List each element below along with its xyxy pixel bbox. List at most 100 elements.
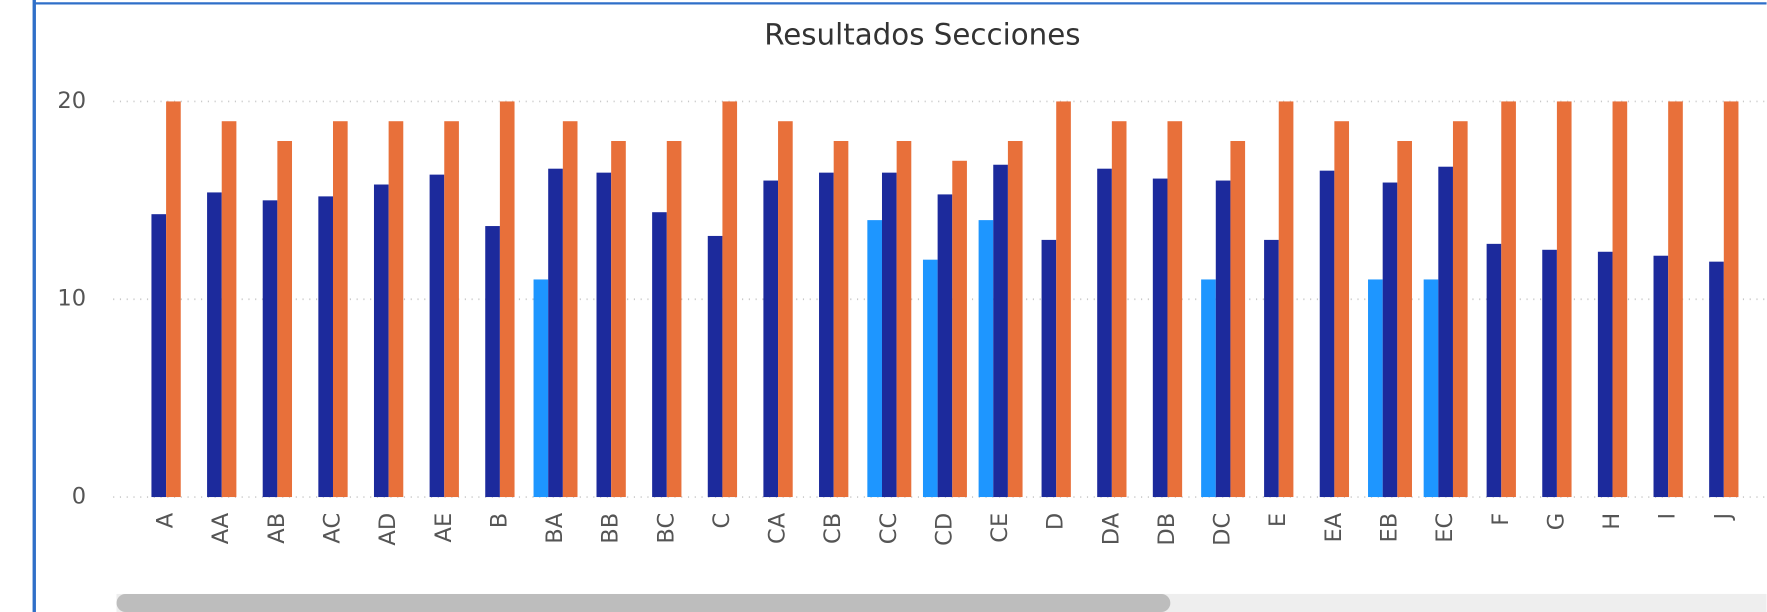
bar	[221, 121, 237, 498]
bar	[485, 226, 500, 498]
bar	[1723, 101, 1739, 498]
bar	[1007, 140, 1023, 498]
bar	[1612, 101, 1628, 498]
bar	[1597, 251, 1613, 498]
bar	[1167, 121, 1183, 498]
y-tick-label: 10	[57, 286, 86, 312]
bar	[1152, 178, 1168, 498]
bar	[952, 160, 967, 498]
x-tick-label: C	[709, 513, 735, 529]
x-tick-label: EC	[1432, 513, 1458, 543]
bar	[562, 121, 578, 498]
x-tick-label: CC	[876, 513, 902, 544]
x-tick-label: AE	[431, 513, 457, 543]
x-tick-label: AA	[208, 512, 234, 544]
bar	[166, 101, 181, 498]
bar	[993, 164, 1008, 498]
x-tick-label: F	[1488, 513, 1514, 526]
scroll-thumb[interactable]	[116, 593, 1171, 612]
bar	[778, 121, 793, 498]
bar	[707, 235, 723, 498]
bar	[318, 196, 333, 498]
bar	[1709, 261, 1724, 498]
bar	[1041, 239, 1057, 498]
bar	[388, 121, 404, 498]
bar	[763, 180, 779, 498]
y-tick-label: 20	[57, 88, 86, 114]
bar	[499, 101, 515, 498]
bar	[262, 200, 278, 498]
bar	[373, 184, 389, 498]
x-tick-label: B	[486, 513, 512, 528]
bar	[833, 140, 849, 498]
bar	[896, 140, 912, 498]
bar	[978, 220, 994, 498]
x-tick-label: DA	[1098, 512, 1124, 545]
bar	[444, 121, 459, 498]
x-tick-label: I	[1655, 513, 1681, 520]
bar	[1334, 121, 1350, 498]
x-tick-label: DC	[1210, 513, 1236, 546]
y-tick-label: 0	[72, 484, 86, 510]
bar	[1201, 279, 1216, 498]
bar	[1382, 182, 1398, 498]
bar	[922, 259, 938, 498]
bar	[1056, 101, 1071, 498]
bar	[596, 172, 612, 498]
bar	[1556, 101, 1572, 498]
bar	[1438, 166, 1453, 498]
x-tick-label: D	[1043, 513, 1069, 530]
x-tick-label: H	[1599, 513, 1625, 530]
bar	[881, 172, 897, 498]
x-tick-label: CB	[820, 513, 846, 544]
x-tick-label: EB	[1377, 513, 1403, 543]
x-tick-label: EA	[1321, 512, 1347, 542]
x-tick-label: CD	[931, 513, 957, 546]
bar	[1230, 140, 1246, 498]
bar	[1397, 140, 1412, 498]
bar	[1653, 255, 1669, 498]
bar	[937, 194, 953, 498]
bar	[277, 140, 293, 498]
x-tick-label: CA	[765, 512, 791, 544]
x-tick-label: BB	[598, 513, 624, 544]
bar	[1319, 170, 1335, 498]
x-tick-label: AC	[319, 513, 345, 544]
bar	[666, 140, 682, 498]
bar	[1423, 279, 1439, 498]
chart-title: Resultados Secciones	[764, 18, 1080, 52]
x-tick-label: A	[153, 512, 179, 528]
bar	[1452, 121, 1468, 498]
bar	[722, 101, 738, 498]
bar	[867, 220, 882, 498]
bar	[429, 174, 445, 498]
bar	[819, 172, 834, 498]
x-tick-label: AD	[375, 513, 401, 546]
bar	[1368, 279, 1383, 498]
bar	[1215, 180, 1231, 498]
x-tick-label: BC	[653, 513, 679, 544]
x-tick-label: G	[1543, 513, 1569, 530]
bar	[1111, 121, 1127, 498]
bar	[533, 279, 549, 498]
bar	[151, 214, 167, 498]
x-tick-label: E	[1265, 513, 1291, 527]
bar	[1501, 101, 1516, 498]
bar	[207, 192, 222, 498]
bar	[1278, 101, 1294, 498]
bar	[611, 140, 626, 498]
x-tick-label: CE	[987, 513, 1013, 543]
x-tick-label: DB	[1154, 513, 1180, 546]
bar	[1542, 249, 1557, 498]
bar	[332, 121, 348, 498]
bar	[1097, 168, 1112, 498]
bar	[1264, 239, 1279, 498]
bar	[652, 212, 667, 498]
x-tick-label: AB	[264, 513, 290, 544]
bar	[548, 168, 563, 498]
bar	[1668, 101, 1683, 498]
x-tick-label: J	[1710, 513, 1736, 522]
x-tick-label: BA	[542, 512, 568, 543]
bar	[1486, 243, 1502, 498]
